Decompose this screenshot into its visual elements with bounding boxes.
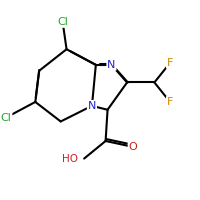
Text: N: N: [88, 101, 96, 111]
Text: F: F: [167, 58, 173, 68]
Text: Cl: Cl: [57, 17, 68, 27]
Text: F: F: [167, 97, 173, 107]
Text: N: N: [107, 60, 116, 70]
Text: O: O: [129, 142, 137, 152]
Text: Cl: Cl: [1, 113, 11, 123]
Text: HO: HO: [62, 154, 78, 164]
